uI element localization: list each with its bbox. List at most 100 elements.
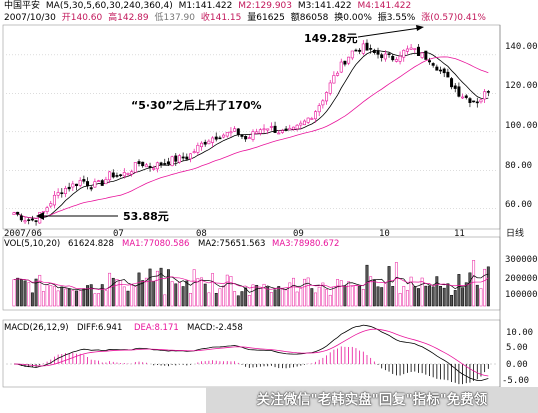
volume-bar <box>233 291 237 307</box>
candle-body <box>273 125 277 133</box>
candle-body <box>350 50 354 59</box>
candle-body <box>56 192 60 196</box>
candle-body <box>321 100 325 106</box>
volume-title: VOL(5,10,20) <box>4 239 60 249</box>
volume-bars <box>12 260 490 307</box>
macd-tick-label: 0.00 <box>506 360 528 370</box>
quote-header-row: 2007/10/30 开140.60 高142.89 低137.90 收141.… <box>4 13 489 24</box>
volume-bar <box>144 277 148 307</box>
volume-bar <box>64 288 67 307</box>
candle-body <box>45 207 49 212</box>
volume-tick-label: 300000 <box>505 255 538 265</box>
ma-header-row: 中国平安 MA(5,30,5,60,30,240,360,4) M1:141.4… <box>4 1 414 12</box>
quote-date: 2007/10/30 <box>4 13 56 23</box>
candle-body <box>19 215 23 221</box>
volume-bar <box>299 288 303 307</box>
volume-bar <box>166 269 170 307</box>
macd-series <box>6 324 496 385</box>
volume-bar <box>196 278 200 307</box>
volume-panel-header: VOL(5,10,20) 61624.828 MA1:77080.586 MA2… <box>4 239 339 249</box>
volume-bar <box>251 284 255 307</box>
volume-bar <box>266 286 270 307</box>
candle-body <box>141 161 145 167</box>
volume-bar <box>189 293 192 307</box>
candlestick-series[interactable] <box>12 39 490 226</box>
candle-body <box>144 164 148 168</box>
candle-body <box>479 99 483 103</box>
candle-body <box>284 128 288 131</box>
volume-bar <box>247 295 251 307</box>
candle-body <box>247 137 251 139</box>
volume-bar <box>402 286 406 307</box>
volume-bar <box>111 277 115 307</box>
candle-body <box>222 134 226 138</box>
volume-bar <box>273 289 277 307</box>
volume-bar <box>141 280 145 307</box>
volume-bar <box>457 274 461 307</box>
volume-bar <box>181 286 185 307</box>
candle-body <box>354 49 358 52</box>
volume-bar <box>369 276 373 307</box>
volume-bar <box>82 288 86 307</box>
moving-average-line <box>13 49 489 219</box>
volume-bar <box>192 269 196 307</box>
price-tick-label: 60.00 <box>505 200 532 210</box>
time-label: 07 <box>113 229 124 239</box>
volume-bar <box>53 286 56 307</box>
candle-body <box>152 167 156 170</box>
volume-bar <box>148 268 152 307</box>
volume-bar <box>409 276 413 307</box>
candle-body <box>258 129 262 134</box>
volume-bar <box>45 284 49 307</box>
candle-body <box>181 156 185 159</box>
candle-body <box>483 91 487 100</box>
volume-bar <box>405 290 409 307</box>
volume-axis-labels: 300000 200000 100000 <box>505 255 538 300</box>
candle-body <box>133 162 137 173</box>
time-label: 09 <box>293 229 304 239</box>
security-name: 中国平安 <box>4 1 41 11</box>
candle-body <box>12 212 16 215</box>
candle-body <box>424 50 428 60</box>
candle-body <box>67 186 71 190</box>
candle-body <box>328 82 332 94</box>
ma-m2: M2:129.903 <box>238 1 293 11</box>
volume-bar <box>27 282 31 307</box>
candle-body <box>306 117 310 123</box>
volume-bar <box>38 274 42 307</box>
volume-average-line <box>13 273 489 293</box>
candle-body <box>361 43 365 54</box>
candle-body <box>439 69 443 72</box>
volume-bar <box>453 290 457 307</box>
volume-bar <box>428 285 431 307</box>
candle-body <box>299 122 303 126</box>
candle-body <box>60 192 64 195</box>
candle-body <box>269 126 273 128</box>
candle-body <box>23 220 27 223</box>
candle-body <box>233 128 237 132</box>
peak-annotation: 149.28元 <box>304 25 424 45</box>
volume-tick-label: 100000 <box>505 290 538 300</box>
volume-bar <box>483 268 487 307</box>
volume-value: 61624.828 <box>68 239 114 249</box>
volume-bar <box>225 274 229 307</box>
candle-body <box>314 111 318 120</box>
trough-annotation: 53.88元 <box>36 210 169 223</box>
candle-body <box>89 187 93 190</box>
candle-body <box>211 137 215 143</box>
candle-body <box>343 60 347 65</box>
price-tick-label: 80.00 <box>505 161 532 171</box>
candle-body <box>475 101 479 104</box>
candle-body <box>383 53 387 60</box>
candle-body <box>148 165 152 168</box>
volume-bar <box>218 288 222 307</box>
volume-bar <box>86 285 89 307</box>
ma-m4: M4:141.422 <box>357 1 412 11</box>
macd-dea-line <box>13 328 489 377</box>
timeframe-label: 日线 <box>506 227 524 239</box>
candle-body <box>486 91 490 93</box>
macd-tick-label: 5.00 <box>506 343 528 353</box>
volume-bar <box>295 291 299 307</box>
candle-body <box>413 48 417 50</box>
